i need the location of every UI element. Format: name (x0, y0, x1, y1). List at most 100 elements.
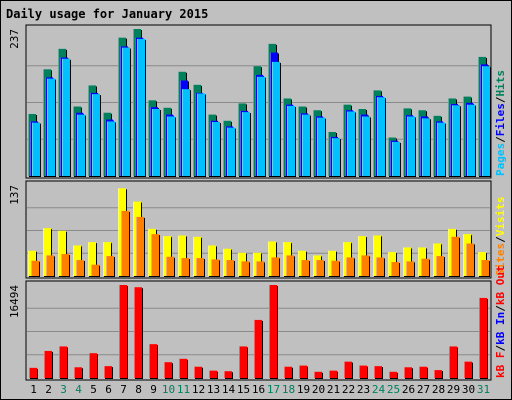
legend-entry: kB Out (494, 265, 507, 305)
x-tick-label: 19 (297, 383, 310, 396)
bar-sites (106, 256, 114, 276)
x-tick-label: 8 (135, 383, 142, 396)
legend: Sites/Visits (494, 197, 507, 277)
bar-kbytes (149, 344, 157, 378)
bar-pages (377, 97, 385, 176)
bar-pages (257, 76, 265, 176)
bar-kbytes (209, 370, 217, 378)
bar-sites (166, 256, 174, 276)
bar-pages (422, 118, 430, 176)
bar-pages (302, 114, 310, 176)
x-tick-label: 1 (30, 383, 37, 396)
x-tick-label: 20 (312, 383, 325, 396)
bar-kbytes (59, 346, 67, 378)
bar-sites (31, 260, 39, 276)
bar-kbytes (434, 370, 442, 378)
bar-kbytes (269, 285, 277, 378)
bar-kbytes (479, 297, 487, 378)
bar-kbytes (389, 371, 397, 378)
bar-kbytes (29, 367, 37, 378)
bar-sites (211, 259, 219, 276)
bar-sites (91, 264, 99, 276)
bar-kbytes (299, 365, 307, 378)
legend: Pages/Files/Hits (494, 70, 507, 176)
bar-kbytes (89, 353, 97, 378)
chart-title: Daily usage for January 2015 (6, 7, 208, 21)
bar-visits (178, 235, 186, 276)
bar-pages (92, 94, 100, 176)
legend-entry: kB F (494, 352, 507, 379)
legend: kB F/kB In/kB Out (494, 265, 507, 378)
bar-pages (212, 122, 220, 176)
x-tick-label: 6 (105, 383, 112, 396)
x-tick-label: 25 (387, 383, 400, 396)
bar-sites (121, 210, 129, 276)
legend-entry: Visits (494, 197, 507, 237)
x-tick-label: 12 (192, 383, 205, 396)
bar-pages (317, 117, 325, 176)
bar-visits (43, 228, 51, 276)
panels: 237Pages/Files/Hits137Sites/Visits16494k… (8, 24, 507, 381)
y-max-label: 16494 (8, 285, 21, 318)
bar-visits (193, 236, 201, 276)
bar-pages (122, 47, 130, 177)
bar-sites (151, 234, 159, 276)
bar-sites (331, 260, 339, 276)
bar-kbytes (164, 362, 172, 378)
x-tick-label: 15 (237, 383, 250, 396)
x-tick-label: 9 (150, 383, 157, 396)
bar-visits (373, 235, 381, 276)
bar-pages (362, 116, 370, 176)
bar-kbytes (404, 367, 412, 378)
x-tick-label: 2 (45, 383, 52, 396)
x-tick-label: 14 (222, 383, 236, 396)
bar-kbytes (134, 287, 142, 378)
bar-pages (32, 122, 40, 176)
bar-kbytes (449, 346, 457, 378)
bar-kbytes (374, 366, 382, 378)
x-tick-label: 18 (282, 383, 295, 396)
legend-entry: Pages (494, 143, 507, 176)
bar-pages (182, 89, 190, 176)
bar-sites (61, 254, 69, 276)
bar-kbytes (44, 350, 52, 378)
bar-visits (88, 242, 96, 276)
bar-visits (58, 230, 66, 276)
bar-pages (197, 93, 205, 176)
x-tick-label: 22 (342, 383, 355, 396)
legend-entry: Hits (494, 70, 507, 97)
x-tick-label: 23 (357, 383, 370, 396)
bar-pages (452, 105, 460, 176)
bar-sites (181, 258, 189, 276)
bar-sites (406, 261, 414, 276)
x-tick-label: 10 (162, 383, 175, 396)
bar-pages (242, 112, 250, 176)
bar-pages (407, 116, 415, 176)
legend-separator: / (494, 305, 507, 312)
x-tick-label: 28 (432, 383, 445, 396)
bar-sites (76, 260, 84, 276)
bar-pages (347, 111, 355, 176)
bar-sites (451, 236, 459, 276)
panel-visits-sites: 137 Sites/Visits (8, 180, 507, 279)
x-axis-labels: 1 2 3 4 5 6 7 8 9 10 11 12 13 14 15 16 17 18 19 20 21 22 23 24 2… (30, 383, 490, 396)
x-tick-label: 5 (90, 383, 97, 396)
legend-separator: / (494, 136, 507, 143)
bar-pages (467, 104, 475, 176)
bar-kbytes (104, 366, 112, 378)
bar-sites (271, 257, 279, 276)
x-tick-label: 13 (207, 383, 220, 396)
legend-separator: / (494, 236, 507, 243)
bar-pages (47, 78, 55, 176)
bar-kbytes (194, 366, 202, 378)
bar-sites (481, 260, 489, 276)
bar-pages (482, 66, 490, 176)
bar-pages (272, 61, 280, 177)
bar-sites (256, 261, 264, 276)
x-tick-label: 16 (252, 383, 265, 396)
legend-entry: Files (494, 103, 507, 136)
x-tick-label: 30 (462, 383, 475, 396)
y-max-label: 237 (8, 29, 21, 49)
